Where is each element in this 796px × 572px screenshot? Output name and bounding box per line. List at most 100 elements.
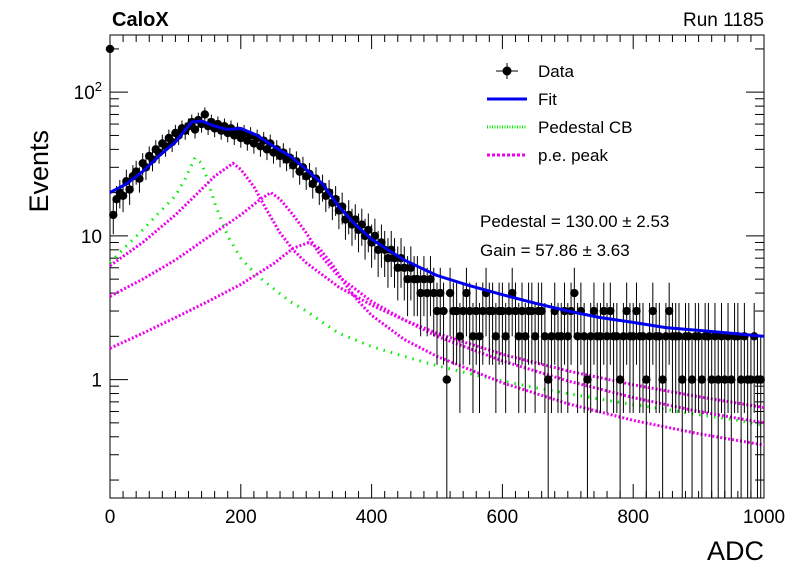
data-point [642,375,651,384]
data-point [727,375,736,384]
data-point [645,332,654,341]
data-point [491,332,501,341]
data-point [468,332,478,341]
legend: Data Fit Pedestal CB p.e. peak [487,62,633,165]
data-point [370,231,380,241]
data-point [419,274,429,284]
data-point [661,332,671,341]
fit-line [109,119,765,338]
data-point [579,332,589,341]
data-point [413,274,422,284]
legend-pe-label: p.e. peak [538,146,608,165]
data-point [632,306,641,316]
data-point [190,125,200,134]
data-point [599,306,608,316]
data-point [638,332,648,341]
data-point [756,375,765,384]
pedestal-fit-result: Pedestal = 130.00 ± 2.53 [480,212,669,231]
legend-data-marker [502,66,512,76]
data-point [583,375,592,384]
y-tick-label: 10 [81,227,102,248]
x-tick-label: 400 [356,507,388,528]
data-point [602,332,612,341]
data-point [746,375,756,384]
data-point [432,306,442,316]
data-point [589,306,599,316]
legend-pedestal-label: Pedestal CB [538,118,633,137]
data-point [498,306,507,316]
y-tick-label: 102 [74,79,102,104]
run-label: Run 1185 [683,10,764,31]
data-point [570,288,579,298]
data-point [429,288,438,298]
data-point [596,332,605,341]
legend-fit-label: Fit [538,90,557,109]
data-point [383,253,393,263]
data-point [586,332,595,341]
data-point [573,332,582,341]
data-point [622,306,631,316]
legend-data-label: Data [538,62,574,81]
data-point [501,332,510,341]
data-point [674,332,684,341]
data-point [455,332,465,341]
y-axis-label: Events [24,130,54,213]
data-point [462,288,471,298]
x-tick-label: 600 [487,507,519,528]
data-point [504,306,514,316]
data-point [697,375,707,384]
x-tick-label: 200 [225,507,257,528]
x-tick-label: 1000 [743,507,785,528]
gain-fit-result: Gain = 57.86 ± 3.63 [480,241,630,260]
data-point [458,306,468,316]
data-point [373,245,383,255]
data-point [452,306,461,316]
data-point [439,306,448,316]
data-point [530,332,540,341]
data-point [442,375,452,384]
data-point [109,210,118,220]
data-point [629,332,638,341]
data-point [655,332,664,341]
data-point [648,306,658,316]
data-point [364,225,373,235]
data-point [684,332,693,341]
data-point [736,375,746,384]
data-point [465,306,474,316]
data-point [543,375,553,384]
data-point [714,375,723,384]
data-point [619,332,628,341]
data-point [557,332,566,341]
data-point [511,306,520,316]
data-point [112,195,121,204]
data-point [403,274,412,284]
data-point [472,306,481,316]
data-point [426,274,435,284]
data-point [710,332,720,341]
data-point [400,263,409,272]
data-point [488,306,497,316]
pe-peak-line-3 [109,240,765,447]
data-point [658,375,667,384]
y-tick-label: 1 [91,371,102,392]
fit-curve [109,119,765,338]
x-tick-label: 800 [617,507,649,528]
data-point [606,306,615,316]
data-point [200,110,210,119]
pedestal-cb-line [108,155,765,427]
data-point [475,332,484,341]
calox-label: CaloX [112,9,169,31]
data-point [720,375,729,384]
data-point [664,306,674,316]
pe-peak-line-2 [109,190,765,425]
x-axis-label: ADC [707,536,764,566]
data-point [537,306,546,316]
data-point [105,44,115,54]
data-points [105,44,765,498]
data-point [517,306,527,316]
data-point [678,375,687,384]
data-point [445,288,455,298]
data-point [118,191,128,201]
data-point [393,263,402,272]
